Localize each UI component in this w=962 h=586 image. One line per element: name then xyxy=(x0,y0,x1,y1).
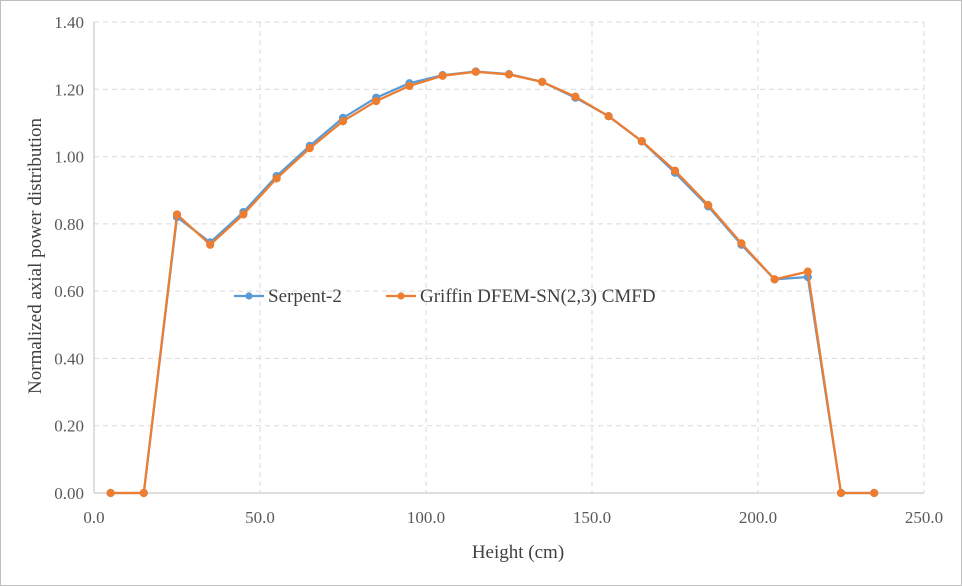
legend-swatch-marker xyxy=(397,292,405,300)
series-line xyxy=(110,70,875,495)
x-tick-label: 50.0 xyxy=(245,508,275,527)
data-point xyxy=(405,81,414,91)
y-tick-label: 0.40 xyxy=(54,349,84,368)
data-point xyxy=(538,77,547,86)
legend-item: Griffin DFEM-SN(2,3) CMFD xyxy=(386,286,656,307)
gridlines xyxy=(94,21,925,493)
data-point xyxy=(139,488,148,498)
legend-label: Griffin DFEM-SN(2,3) CMFD xyxy=(420,286,656,307)
data-point xyxy=(836,488,846,498)
data-point xyxy=(604,112,613,121)
y-tick-label: 1.00 xyxy=(54,148,84,167)
data-point xyxy=(803,267,812,276)
data-point xyxy=(106,488,115,498)
data-point xyxy=(338,117,348,126)
axes xyxy=(93,22,924,494)
data-point xyxy=(504,70,514,79)
legend-label: Serpent-2 xyxy=(268,286,342,307)
x-tick-label: 0.0 xyxy=(83,508,104,527)
data-point xyxy=(206,240,215,249)
x-tick-label: 250.0 xyxy=(905,508,943,527)
data-point xyxy=(438,71,447,80)
x-tick-label: 100.0 xyxy=(407,508,445,527)
data-point xyxy=(272,174,281,183)
series-1 xyxy=(106,67,879,498)
y-tick-label: 1.20 xyxy=(54,80,84,99)
data-point xyxy=(704,200,713,210)
data-point xyxy=(637,136,646,146)
series-group xyxy=(106,67,879,498)
data-point xyxy=(305,144,314,153)
legend-swatch-marker xyxy=(245,292,253,300)
x-tick-label: 150.0 xyxy=(573,508,611,527)
x-tick-label: 200.0 xyxy=(739,508,777,527)
x-axis-label: Height (cm) xyxy=(472,542,564,563)
data-point xyxy=(670,166,680,175)
series-2 xyxy=(106,67,879,498)
data-point xyxy=(372,96,381,106)
y-tick-label: 1.40 xyxy=(54,13,84,32)
y-tick-label: 0.80 xyxy=(54,215,84,234)
data-point xyxy=(471,67,480,76)
data-point xyxy=(172,210,182,219)
data-point xyxy=(770,275,779,284)
data-point xyxy=(737,239,746,248)
legend: Serpent-2 Griffin DFEM-SN(2,3) CMFD xyxy=(234,286,656,307)
y-tick-label: 0.20 xyxy=(54,417,84,436)
y-tick-labels: 0.00 0.20 0.40 0.60 0.80 1.00 1.20 1.40 xyxy=(54,13,84,503)
series-line xyxy=(110,70,875,495)
x-tick-labels: 0.0 50.0 100.0 150.0 200.0 250.0 xyxy=(83,508,943,527)
y-axis-label: Normalized axial power distribution xyxy=(25,118,46,394)
y-tick-label: 0.00 xyxy=(54,484,84,503)
data-point xyxy=(239,210,248,219)
y-tick-label: 0.60 xyxy=(54,282,84,301)
data-point xyxy=(870,488,879,498)
data-point xyxy=(571,92,580,101)
legend-item: Serpent-2 xyxy=(234,286,342,307)
